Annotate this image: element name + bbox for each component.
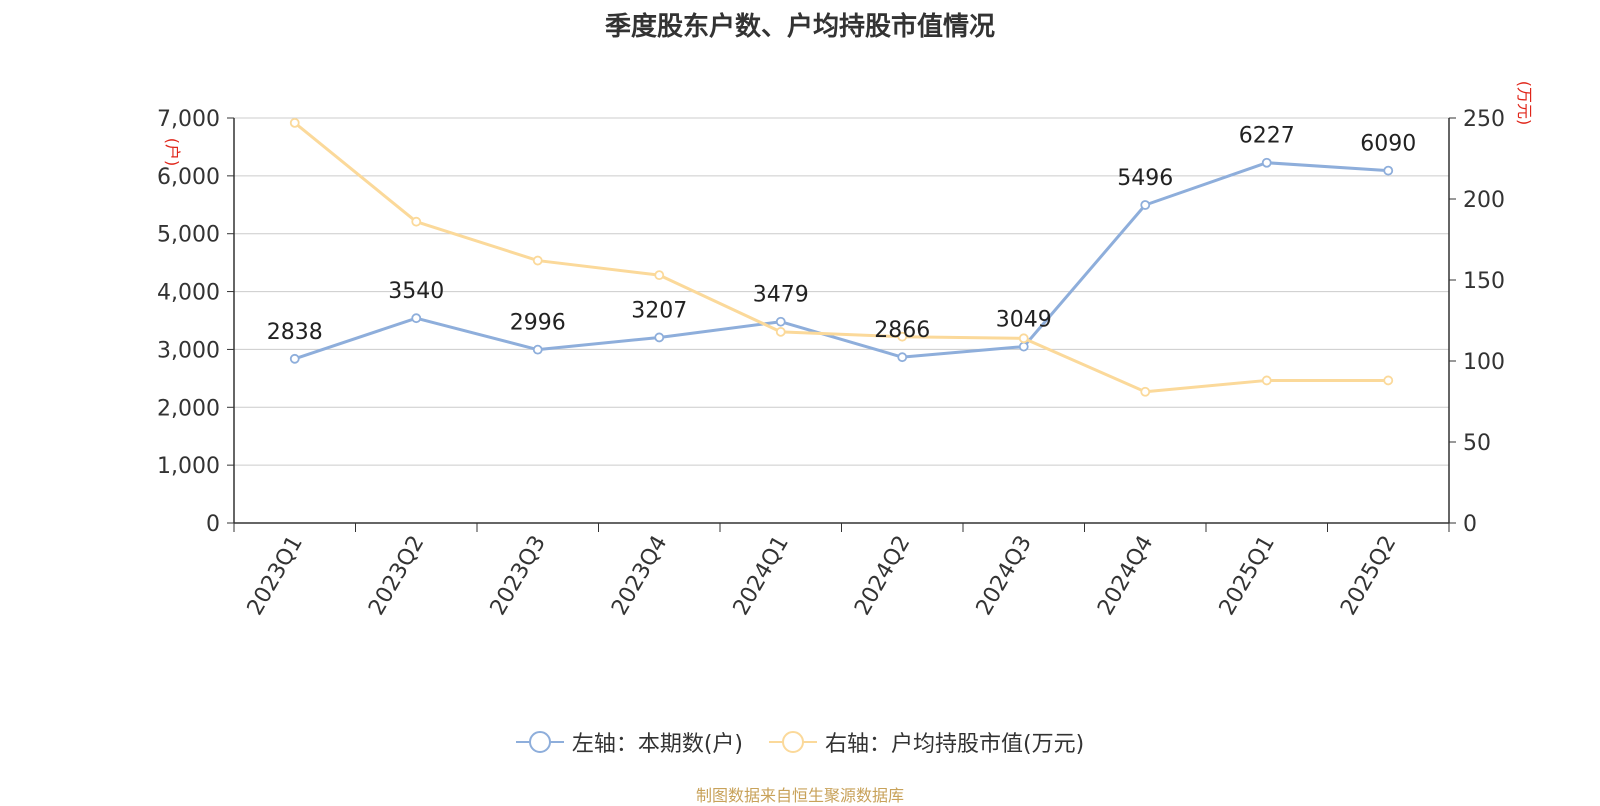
data-point-right bbox=[775, 326, 786, 337]
series bbox=[289, 117, 1394, 397]
left-axis-tick-label: 0 bbox=[206, 512, 220, 537]
data-point-left bbox=[289, 353, 300, 364]
x-axis-category-label: 2024Q3 bbox=[972, 532, 1037, 620]
left-axis-tick-label: 6,000 bbox=[157, 165, 220, 190]
right-axis-unit: (万元) bbox=[1515, 81, 1534, 126]
line-chart: 0 1,000 2,000 3,000 4,000 5,000 6,000 7,000 0 50 1… bbox=[157, 81, 1534, 620]
left-axis-tick-label: 5,000 bbox=[157, 223, 220, 248]
right-axis-tick-label: 150 bbox=[1463, 269, 1505, 294]
legend-symbol-left bbox=[515, 730, 564, 754]
data-label: 6090 bbox=[1360, 132, 1416, 157]
data-label: 5496 bbox=[1117, 166, 1173, 191]
legend-label-left: 左轴：本期数(户) bbox=[571, 732, 743, 757]
left-axis-tick-label: 4,000 bbox=[157, 281, 220, 306]
data-point-right bbox=[532, 255, 543, 266]
x-axis-category-label: 2023Q2 bbox=[364, 532, 429, 620]
x-axis-category-label: 2025Q2 bbox=[1336, 532, 1401, 620]
data-point-left bbox=[654, 332, 665, 343]
x-axis-category-label: 2024Q1 bbox=[729, 532, 794, 620]
right-axis-tick-label: 200 bbox=[1463, 188, 1505, 213]
legend-label-right: 右轴：户均持股市值(万元) bbox=[825, 732, 1085, 757]
x-axis-category-label: 2023Q1 bbox=[243, 532, 308, 620]
data-point-right bbox=[897, 331, 908, 342]
left-axis-tick-label: 7,000 bbox=[157, 107, 220, 132]
data-point-left bbox=[1383, 165, 1394, 176]
series-line-right bbox=[293, 121, 1389, 394]
data-label: 3049 bbox=[996, 308, 1052, 333]
right-axis-tick-label: 50 bbox=[1463, 431, 1491, 456]
data-label: 3540 bbox=[388, 279, 444, 304]
data-point-right bbox=[411, 216, 422, 227]
data-label: 6227 bbox=[1239, 124, 1295, 149]
legend-item-right-series[interactable]: 右轴：户均持股市值(万元) bbox=[769, 726, 1084, 758]
left-axis-tick-label: 1,000 bbox=[157, 454, 220, 479]
legend-item-left-series[interactable]: 左轴：本期数(户) bbox=[515, 726, 743, 758]
data-point-left bbox=[775, 316, 786, 327]
left-axis-tick-label: 2,000 bbox=[157, 396, 220, 421]
legend-symbol-right bbox=[769, 730, 817, 754]
right-axis-tick-label: 100 bbox=[1463, 350, 1505, 375]
data-point-left bbox=[897, 352, 908, 363]
data-point-left bbox=[1018, 341, 1029, 352]
legend: 左轴：本期数(户) 右轴：户均持股市值(万元) bbox=[0, 726, 1600, 758]
data-label: 3207 bbox=[631, 298, 687, 323]
axes: 0 1,000 2,000 3,000 4,000 5,000 6,000 7,000 0 50 1… bbox=[157, 81, 1534, 620]
data-point-left bbox=[1261, 157, 1272, 168]
x-axis-category-label: 2024Q4 bbox=[1093, 532, 1158, 620]
x-axis-category-label: 2023Q4 bbox=[607, 532, 672, 620]
series-line-left bbox=[294, 161, 1389, 361]
left-axis-unit: (户) bbox=[163, 138, 182, 167]
data-point-right bbox=[1383, 375, 1394, 386]
data-point-right bbox=[289, 117, 300, 128]
data-point-left bbox=[1140, 200, 1151, 210]
data-point-left bbox=[532, 344, 543, 355]
data-point-right bbox=[1261, 375, 1272, 386]
left-axis-tick-label: 3,000 bbox=[157, 338, 220, 363]
right-axis-tick-label: 250 bbox=[1463, 107, 1505, 132]
x-axis-category-label: 2025Q1 bbox=[1215, 532, 1280, 620]
data-point-right bbox=[1140, 386, 1151, 397]
grid-lines bbox=[234, 117, 1449, 466]
data-labels: 2838 3540 2996 3207 3479 2866 3049 5496 6227 6090 bbox=[267, 124, 1417, 345]
data-point-left bbox=[411, 313, 422, 324]
data-point-right bbox=[1018, 333, 1029, 344]
data-label: 2996 bbox=[510, 311, 566, 336]
data-label: 2866 bbox=[874, 318, 930, 343]
right-axis-tick-label: 0 bbox=[1463, 512, 1477, 537]
x-axis-category-label: 2023Q3 bbox=[486, 532, 551, 620]
data-point-right bbox=[654, 270, 665, 281]
data-label: 3479 bbox=[753, 283, 809, 308]
source-note: 制图数据来自恒生聚源数据库 bbox=[695, 786, 904, 805]
chart-title: 季度股东户数、户均持股市值情况 bbox=[604, 12, 995, 42]
x-axis-category-label: 2024Q2 bbox=[850, 532, 915, 620]
data-label: 2838 bbox=[267, 320, 323, 345]
